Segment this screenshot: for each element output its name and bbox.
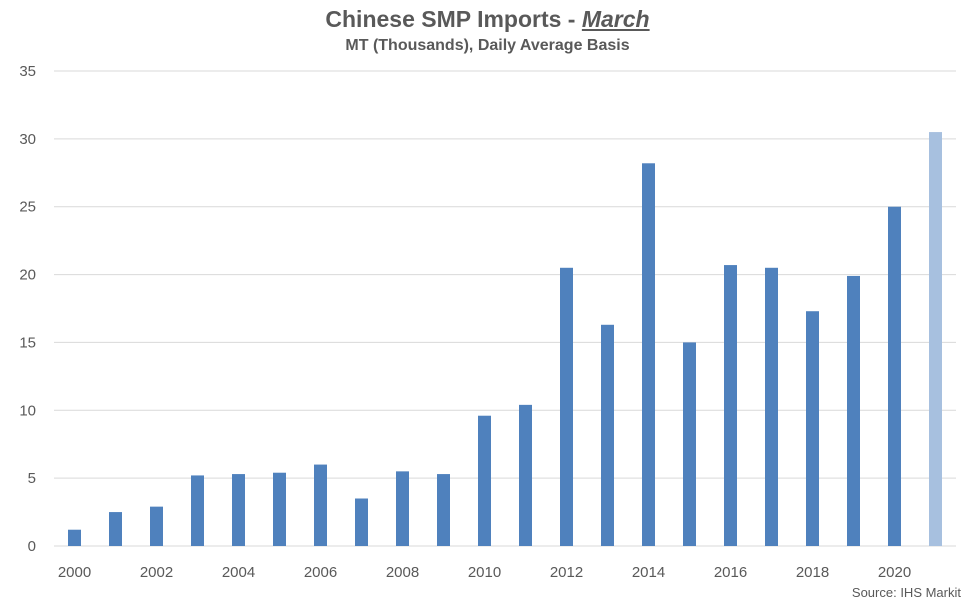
bar-2007 — [355, 498, 368, 546]
x-tick-label: 2004 — [222, 564, 255, 581]
bar-2013 — [601, 324, 614, 546]
bar-2016 — [724, 265, 737, 546]
source-note: Source: IHS Markit — [851, 585, 961, 600]
x-tick-label: 2018 — [796, 564, 829, 581]
x-tick-label: 2008 — [386, 564, 419, 581]
y-tick-label: 35 — [19, 63, 36, 80]
bar-2009 — [437, 474, 450, 546]
bar-2008 — [396, 471, 409, 546]
x-tick-label: 2016 — [714, 564, 747, 581]
x-tick-label: 2002 — [140, 564, 173, 581]
x-tick-label: 2010 — [468, 564, 501, 581]
bar-2002 — [150, 506, 163, 546]
bar-2015 — [683, 342, 696, 546]
y-tick-label: 20 — [19, 267, 36, 284]
y-tick-label: 25 — [19, 199, 36, 216]
bar-2003 — [191, 475, 204, 546]
y-tick-label: 30 — [19, 131, 36, 148]
bar-2021 — [929, 132, 942, 547]
bar-2018 — [806, 311, 819, 546]
chart-title-block: Chinese SMP Imports - March MT (Thousand… — [0, 6, 975, 55]
bar-2004 — [232, 474, 245, 546]
y-tick-label: 15 — [19, 334, 36, 351]
bar-2001 — [109, 512, 122, 546]
y-tick-label: 0 — [28, 538, 36, 555]
bar-2014 — [642, 163, 655, 547]
x-tick-label: 2012 — [550, 564, 583, 581]
bar-2005 — [273, 472, 286, 546]
chart-title-text: Chinese SMP Imports - — [325, 6, 582, 32]
x-tick-label: 2020 — [878, 564, 911, 581]
bar-2020 — [888, 206, 901, 546]
chart-subtitle: MT (Thousands), Daily Average Basis — [345, 37, 630, 54]
y-tick-label: 5 — [28, 470, 36, 487]
y-tick-label: 10 — [19, 402, 36, 419]
bar-2000 — [68, 529, 81, 546]
bar-2017 — [765, 267, 778, 546]
chart-title: Chinese SMP Imports - March — [0, 6, 975, 33]
bar-2010 — [478, 415, 491, 546]
bar-2019 — [847, 275, 860, 546]
chart-title-emphasis: March — [581, 6, 650, 32]
bar-2006 — [314, 464, 327, 546]
bar-2012 — [560, 267, 573, 546]
x-tick-label: 2014 — [632, 564, 665, 581]
x-tick-label: 2000 — [58, 564, 91, 581]
bar-2011 — [519, 404, 532, 546]
x-tick-label: 2006 — [304, 564, 337, 581]
